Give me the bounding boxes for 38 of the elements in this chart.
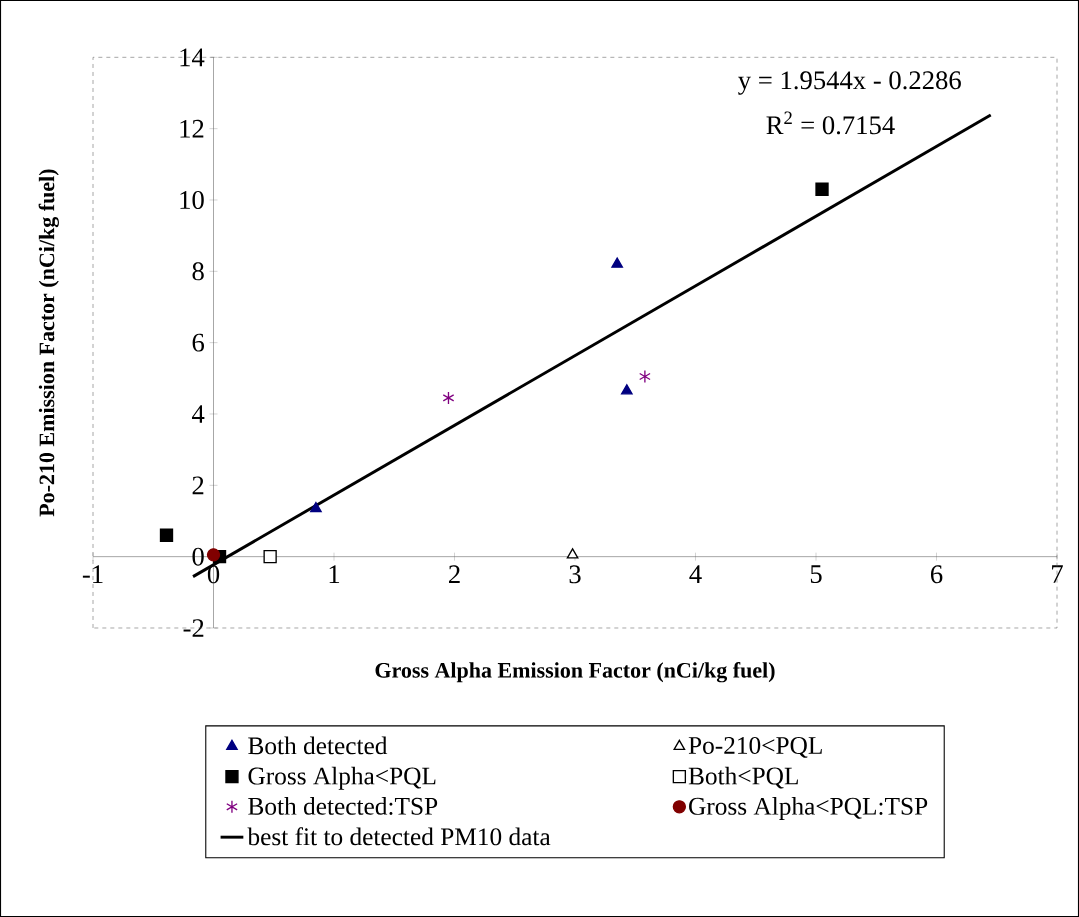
point	[815, 182, 829, 196]
y-tick-label: 6	[192, 333, 205, 352]
y-tick-label: 8	[192, 262, 204, 281]
annotation: y = 1.9544x - 0.2286	[738, 71, 961, 95]
y-tick-label: 10	[180, 191, 204, 209]
legend-label: Gross Alpha<PQL:TSP	[689, 797, 928, 820]
y-tick-label: 14	[180, 48, 205, 67]
point	[611, 257, 624, 268]
legend-label: Both detected:TSP	[248, 797, 438, 815]
x-tick-label: 4	[689, 565, 702, 583]
x-tick-label: 6	[930, 565, 943, 584]
y-tick-label: 4	[191, 405, 205, 423]
x-tick-label: 2	[449, 565, 460, 584]
x-tick-label: -1	[82, 565, 103, 583]
point	[310, 501, 322, 513]
point	[566, 548, 579, 559]
point	[620, 384, 633, 395]
x-tick-label: 3	[569, 565, 581, 584]
annotation: R$^{2}$ = 0.7154	[766, 111, 895, 135]
y-axis-title: Po-210 Emission Factor (nCi/kg fuel)	[38, 169, 59, 517]
y-tick-label: -2	[183, 619, 204, 637]
point	[206, 548, 221, 562]
legend-label: Gross Alpha<PQL	[248, 766, 436, 790]
x-tick-label: 1	[329, 565, 340, 583]
y-tick-label: 2	[192, 476, 204, 495]
y-tick-label: 12	[180, 119, 204, 138]
point	[639, 369, 651, 384]
x-tick-label: 7	[1052, 565, 1063, 583]
point	[442, 391, 455, 405]
legend-label: Both detected	[248, 736, 388, 755]
x-tick-label: 5	[810, 565, 822, 584]
legend-label: best fit to detected PM10 data	[247, 827, 551, 846]
legend-label: Po-210<PQL	[688, 736, 822, 758]
point	[263, 549, 277, 564]
y-tick-label: 0	[192, 547, 204, 566]
x-axis-title: Gross Alpha Emission Factor (nCi/kg fuel)	[375, 662, 775, 683]
point	[159, 528, 174, 542]
legend-label: Both<PQL	[688, 766, 798, 789]
